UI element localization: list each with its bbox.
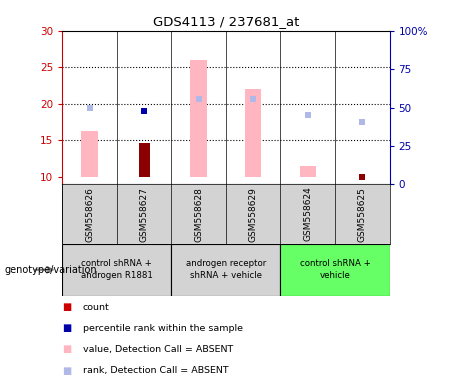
- Text: value, Detection Call = ABSENT: value, Detection Call = ABSENT: [83, 345, 233, 354]
- Bar: [245, 89, 261, 177]
- Text: percentile rank within the sample: percentile rank within the sample: [83, 324, 243, 333]
- Text: count: count: [83, 303, 110, 312]
- Text: control shRNA +
vehicle: control shRNA + vehicle: [300, 259, 371, 280]
- Bar: [280, 244, 390, 296]
- Text: control shRNA +
androgen R1881: control shRNA + androgen R1881: [81, 259, 153, 280]
- Text: GSM558626: GSM558626: [85, 187, 94, 242]
- Text: ■: ■: [62, 366, 71, 376]
- Text: ■: ■: [62, 323, 71, 333]
- Text: ■: ■: [62, 344, 71, 354]
- Bar: [300, 166, 316, 177]
- Text: androgen receptor
shRNA + vehicle: androgen receptor shRNA + vehicle: [186, 259, 266, 280]
- Text: GSM558629: GSM558629: [248, 187, 258, 242]
- Title: GDS4113 / 237681_at: GDS4113 / 237681_at: [153, 15, 299, 28]
- Bar: [62, 244, 171, 296]
- Text: ■: ■: [62, 302, 71, 312]
- Text: GSM558625: GSM558625: [358, 187, 367, 242]
- Bar: [171, 244, 280, 296]
- Text: genotype/variation: genotype/variation: [5, 265, 97, 275]
- Text: GSM558624: GSM558624: [303, 187, 312, 242]
- Bar: [81, 131, 98, 177]
- Text: GSM558627: GSM558627: [140, 187, 148, 242]
- Text: rank, Detection Call = ABSENT: rank, Detection Call = ABSENT: [83, 366, 229, 375]
- Bar: [139, 142, 149, 177]
- Text: GSM558628: GSM558628: [194, 187, 203, 242]
- Bar: [190, 60, 207, 177]
